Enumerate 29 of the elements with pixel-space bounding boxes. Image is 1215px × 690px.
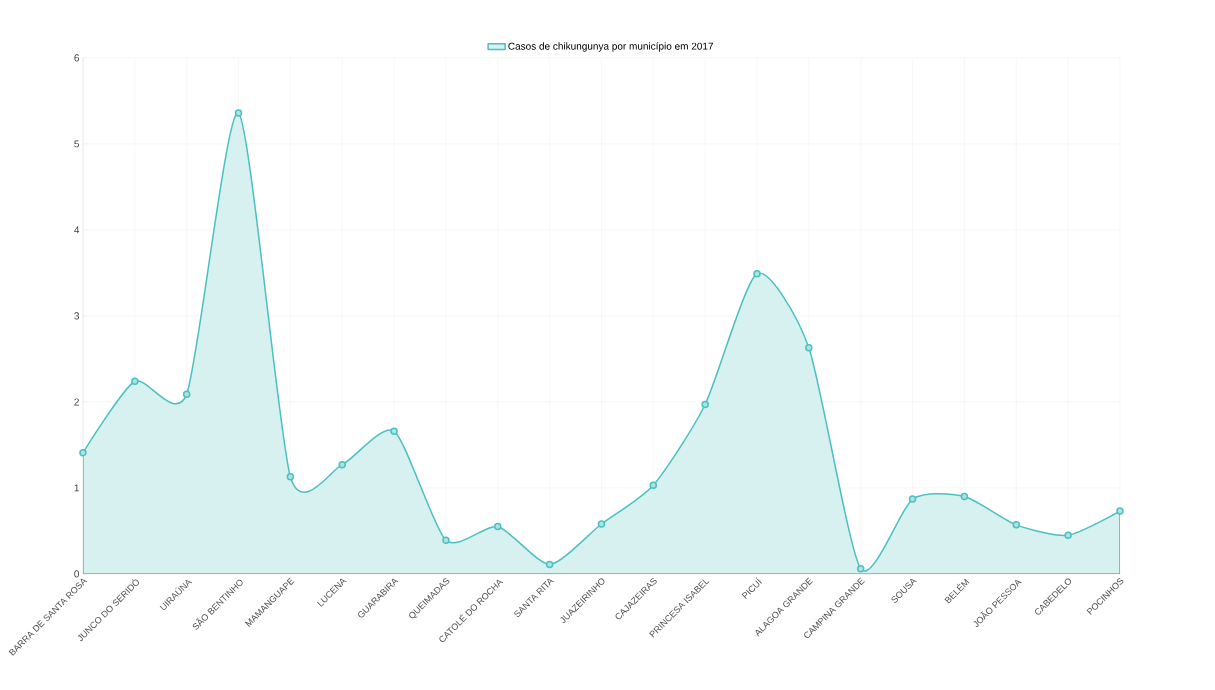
point — [442, 536, 450, 545]
y-tick-label: 0 — [74, 570, 80, 578]
point — [753, 270, 761, 278]
y-tick-label: 4 — [74, 226, 80, 234]
point — [1116, 507, 1124, 515]
point — [131, 377, 139, 385]
point — [649, 481, 658, 490]
legend-label: Casos de chikungunya por município em 2017 — [508, 42, 714, 52]
point — [79, 448, 87, 457]
y-tick-label: 5 — [74, 140, 80, 148]
point — [805, 343, 813, 352]
y-tick-label: 3 — [74, 312, 79, 320]
point — [701, 400, 709, 409]
point — [960, 492, 969, 501]
y-tick-label: 1 — [74, 484, 79, 492]
point — [286, 472, 295, 481]
y-tick-label: 2 — [74, 398, 79, 406]
point — [597, 520, 606, 528]
point — [1064, 531, 1072, 539]
point — [856, 564, 865, 573]
point — [908, 495, 917, 503]
point — [545, 560, 554, 569]
point — [234, 109, 243, 117]
point — [182, 390, 191, 398]
point — [390, 427, 398, 435]
y-tick-label: 6 — [74, 54, 79, 62]
point — [1012, 521, 1020, 529]
point — [338, 460, 346, 469]
point — [494, 522, 502, 531]
